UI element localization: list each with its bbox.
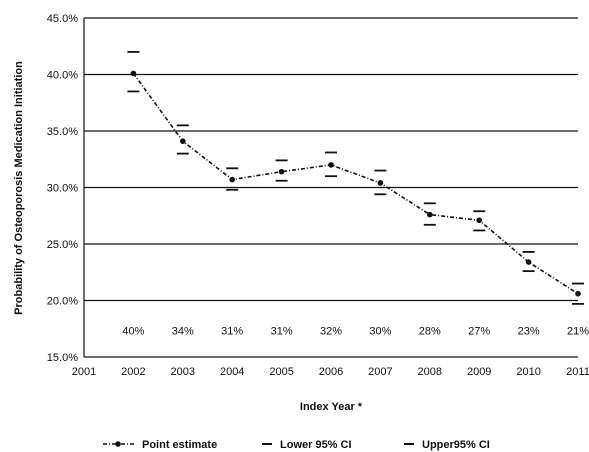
legend: Point estimate Lower 95% CI Upper95% CI [103, 439, 490, 451]
gridlines [84, 17, 578, 302]
x-tick-label: 2009 [467, 366, 491, 378]
y-tick-label: 35.0% [47, 126, 78, 138]
data-label: 32% [320, 325, 342, 337]
y-tick-label: 25.0% [47, 239, 78, 251]
x-tick-label: 2010 [516, 366, 540, 378]
legend-item-upper-ci: Upper95% CI [404, 439, 490, 451]
data-label: 28% [419, 325, 441, 337]
upper-ci-series [127, 51, 584, 285]
legend-label-upper-ci: Upper95% CI [422, 439, 490, 451]
legend-label-point-estimate: Point estimate [142, 439, 217, 451]
x-tick-label: 2005 [269, 366, 293, 378]
legend-item-lower-ci: Lower 95% CI [262, 439, 352, 451]
legend-item-point-estimate: Point estimate [103, 439, 217, 451]
x-tick-label: 2011 [566, 366, 589, 378]
point-estimate-series [130, 70, 581, 297]
y-tick-label: 40.0% [47, 70, 78, 82]
data-label: 31% [221, 325, 243, 337]
axes [83, 18, 578, 358]
y-tick-label: 30.0% [47, 183, 78, 195]
point-estimate-marker [427, 211, 433, 218]
data-label: 27% [468, 325, 490, 337]
point-estimate-marker [130, 70, 137, 77]
lower-ci-series [127, 90, 584, 305]
y-tick-label: 45.0% [47, 13, 78, 25]
point-estimate-marker [278, 168, 285, 175]
point-estimate-marker [575, 290, 581, 297]
y-axis-label: Probability of Osteoporosis Medication I… [13, 61, 25, 315]
data-label: 21% [567, 325, 589, 337]
data-label: 23% [518, 325, 540, 337]
x-tick-label: 2008 [418, 366, 442, 378]
x-tick-label: 2001 [72, 366, 96, 378]
x-tick-label: 2003 [171, 366, 195, 378]
y-tick-labels: 15.0% 20.0% 25.0% 30.0% 35.0% 40.0% 45.0% [47, 13, 78, 364]
x-tick-label: 2006 [319, 366, 343, 378]
x-tick-label: 2007 [368, 366, 392, 378]
data-label: 31% [271, 325, 293, 337]
data-label: 40% [122, 325, 144, 337]
point-estimate-marker [525, 259, 532, 265]
data-labels: 40% 34% 31% 31% 32% 30% 28% 27% 23% 21% [122, 325, 589, 337]
legend-point-marker [115, 441, 121, 447]
point-estimate-marker [377, 180, 384, 186]
x-tick-label: 2002 [121, 366, 145, 378]
point-estimate-marker [229, 176, 235, 183]
legend-label-lower-ci: Lower 95% CI [280, 439, 352, 451]
point-estimate-marker [180, 138, 186, 144]
data-label: 30% [369, 325, 391, 337]
point-estimate-line [132, 72, 579, 295]
x-tick-label: 2004 [220, 366, 244, 378]
y-tick-label: 15.0% [47, 352, 78, 364]
x-axis-label: Index Year * [300, 401, 363, 413]
x-tick-labels: 2001 2002 2003 2004 2005 2006 2007 2008 2009 2010… [72, 366, 589, 378]
point-estimate-marker [328, 162, 334, 168]
point-estimate-marker [476, 217, 483, 224]
y-tick-label: 20.0% [47, 296, 78, 308]
data-label: 34% [172, 325, 194, 337]
